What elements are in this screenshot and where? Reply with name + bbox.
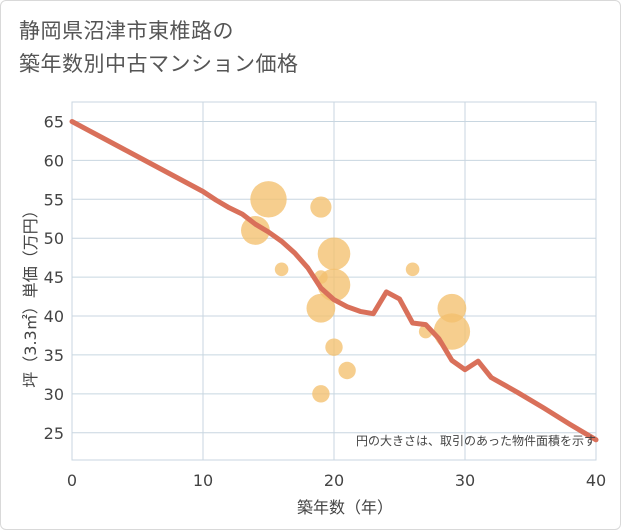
scatter-point [274,262,289,277]
scatter-point [325,338,343,356]
x-tick-label: 30 [455,471,475,490]
scatter-point [405,262,420,277]
grid-lines [71,101,597,461]
size-annotation: 円の大きさは、取引のあった物件面積を示す [356,433,596,448]
title-line-1: 静岡県沼津市東椎路の [19,19,234,43]
scatter-point [306,293,336,323]
y-tick-label: 50 [44,229,64,248]
x-tick-label: 10 [193,471,213,490]
x-tick-label: 0 [67,471,77,490]
scatter-point [310,196,332,218]
y-axis-label: 坪（3.3㎡）単価（万円） [21,202,40,387]
x-tick-label: 40 [586,471,606,490]
y-tick-label: 45 [44,268,64,287]
x-tick-label: 20 [324,471,344,490]
tick-labels: 0 10 20 30 40 25 30 35 40 45 50 55 60 65 [44,112,607,490]
scatter-point [241,216,270,245]
y-tick-label: 60 [44,151,64,170]
y-tick-label: 65 [44,112,64,131]
y-tick-label: 55 [44,190,64,209]
y-tick-label: 30 [44,385,64,404]
scatter-point [317,268,351,302]
scatter-point [338,361,356,380]
scatter-point [317,237,351,271]
y-tick-label: 25 [44,424,64,443]
scatter-point [250,181,287,218]
y-tick-label: 35 [44,346,64,365]
scatter-series [241,181,471,403]
y-tick-label: 40 [44,307,64,326]
x-axis-label: 築年数（年） [297,498,393,517]
scatter-point [312,385,330,403]
trend-line [69,119,599,443]
title-line-2: 築年数別中古マンション価格 [19,52,299,76]
trend-series [69,119,599,443]
chart-title: 静岡県沼津市東椎路の 築年数別中古マンション価格 [19,15,599,81]
scatter-point [433,313,471,350]
